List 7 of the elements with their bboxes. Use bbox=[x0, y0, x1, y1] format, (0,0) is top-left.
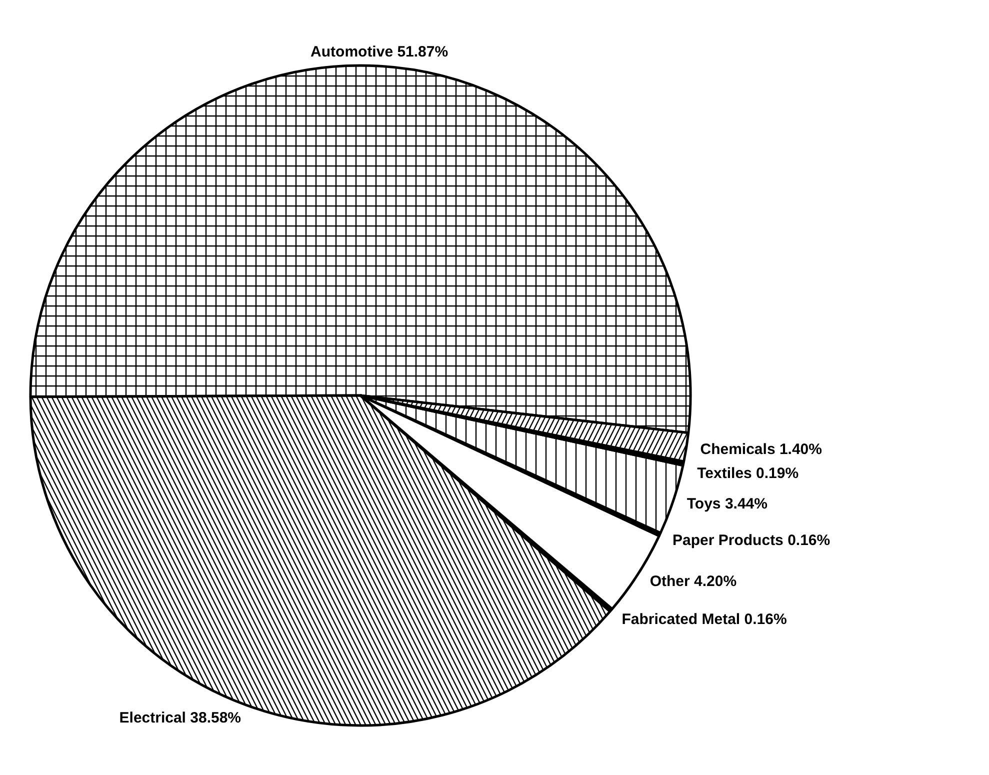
slice-label: Textiles 0.19% bbox=[697, 464, 799, 482]
slice-label: Paper Products 0.16% bbox=[672, 532, 830, 549]
slice-label: Toys 3.44% bbox=[686, 496, 768, 513]
slice-label: Chemicals 1.40% bbox=[700, 440, 822, 458]
slice-label: Other 4.20% bbox=[650, 573, 737, 590]
slice-label: Automotive 51.87% bbox=[310, 44, 448, 61]
slice-label: Fabricated Metal 0.16% bbox=[622, 610, 787, 628]
